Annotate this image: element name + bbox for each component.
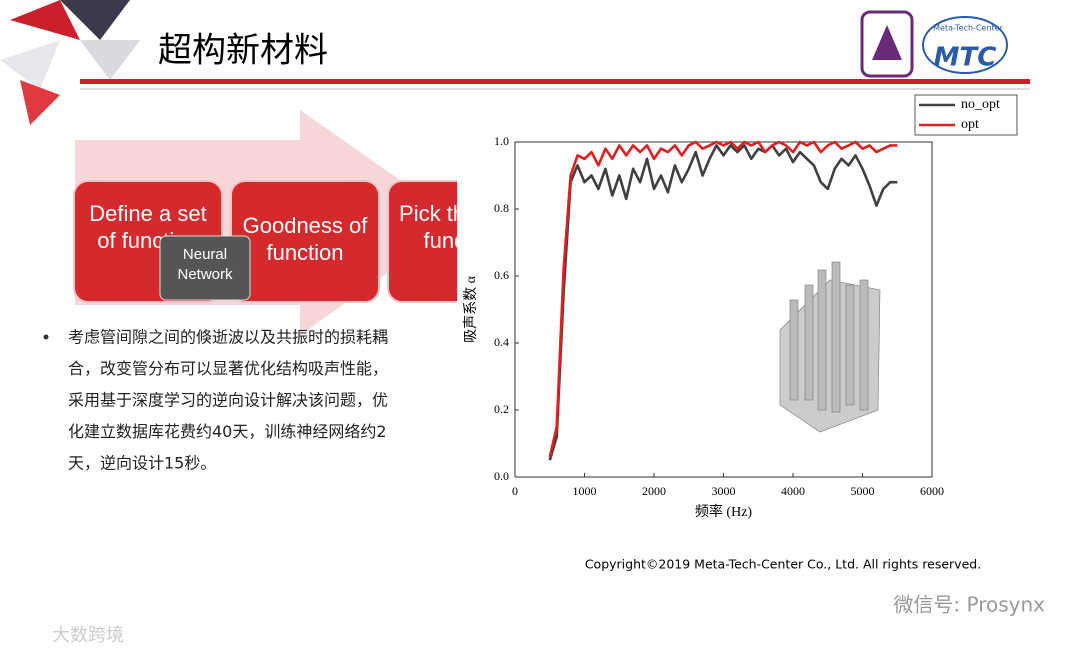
- decor: [20, 80, 60, 125]
- y-tick-label: 0.8: [494, 201, 509, 215]
- legend-box: [914, 94, 1018, 136]
- x-tick-label: 3000: [712, 484, 736, 498]
- overlay-box-label: Neural Network: [177, 246, 233, 283]
- y-tick-label: 0.6: [494, 268, 509, 282]
- bullet-line: 天，逆向设计15秒。: [68, 454, 216, 473]
- x-tick-label: 6000: [920, 484, 944, 498]
- mtc-logo: [922, 16, 1008, 74]
- title-rule: [80, 79, 1030, 84]
- mtc-logo-subtext: Meta-Tech-Center: [933, 24, 1003, 33]
- copyright: Copyright©2019 Meta-Tech-Center Co., Ltd…: [585, 557, 981, 572]
- flow-text: Pick the best function: [399, 201, 525, 253]
- flow-box-label: Goodness of function: [242, 213, 368, 265]
- decor: [60, 0, 130, 40]
- x-tick-label: 5000: [851, 484, 875, 498]
- overlay-box: [159, 235, 251, 301]
- bullet-line: 化建立数据库花费约40天，训练神经网络约2: [68, 422, 387, 441]
- x-tick-label: 0: [512, 484, 518, 498]
- decor: [10, 0, 80, 40]
- legend-label: no_opt: [961, 97, 1000, 112]
- flow-text: Goodness of function: [242, 213, 368, 265]
- x-tick-label: 1000: [573, 484, 597, 498]
- flow-box: [387, 180, 457, 303]
- flow-step: Pick the best function: [387, 180, 525, 303]
- y-tick-label: 0.2: [494, 402, 509, 416]
- bullet-line: 采用基于深度学习的逆向设计解决该问题，优: [68, 391, 388, 410]
- watermark: 微信号: Prosynx: [893, 593, 1045, 617]
- x-axis-label: 频率 (Hz): [695, 503, 752, 520]
- slide-title: 超构新材料: [158, 31, 328, 71]
- flow-box-label: Pick the best function: [399, 201, 525, 253]
- bullet-line: 考虑管间隙之间的倏逝波以及共振时的损耗耦: [68, 328, 388, 347]
- decor: [80, 40, 140, 80]
- overlay-text: Neural Network: [177, 246, 233, 283]
- legend-label: opt: [961, 117, 979, 132]
- bullet-line: 合，改变管分布可以显著优化结构吸声性能，: [68, 359, 388, 378]
- y-tick-label: 0.0: [494, 469, 509, 483]
- series-line: [548, 144, 898, 461]
- university-logo: [872, 25, 902, 60]
- y-tick-label: 1.0: [494, 134, 509, 148]
- y-tick-label: 0.4: [494, 335, 509, 349]
- decor: [0, 40, 60, 90]
- inset-structure: [779, 261, 881, 433]
- bullet-dot: [43, 334, 49, 340]
- watermark: 大数跨境: [52, 625, 124, 646]
- flow-step: Goodness of function: [230, 180, 380, 303]
- y-axis-label: 吸声系数 α: [463, 275, 479, 342]
- x-tick-label: 2000: [642, 484, 666, 498]
- mtc-logo-text: MTC: [934, 43, 997, 73]
- x-tick-label: 4000: [781, 484, 805, 498]
- series-line: [548, 140, 898, 458]
